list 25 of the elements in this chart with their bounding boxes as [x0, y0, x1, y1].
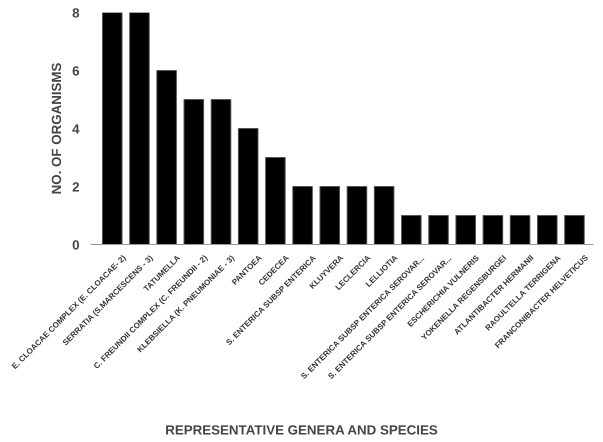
- bar: [210, 99, 232, 244]
- y-tick-label: 2: [72, 180, 80, 194]
- bar: [401, 215, 422, 244]
- bar: [102, 12, 123, 244]
- bar: [346, 186, 368, 244]
- bar: [292, 186, 313, 244]
- bar: [319, 186, 340, 244]
- bar: [536, 215, 558, 244]
- bar: [265, 157, 286, 244]
- bar: [428, 215, 449, 244]
- x-axis-title: REPRESENTATIVE GENERA AND SPECIES: [165, 422, 438, 438]
- y-tick-label: 0: [72, 238, 80, 252]
- bar: [510, 215, 530, 244]
- bar: [184, 99, 204, 244]
- bar: [156, 70, 177, 244]
- bar: [482, 215, 504, 244]
- bar: [238, 128, 258, 244]
- y-axis-title: NO. OF ORGANISMS: [49, 62, 64, 194]
- bar: [129, 12, 150, 244]
- y-tick-label: 8: [72, 6, 80, 20]
- y-tick-label: 4: [72, 122, 80, 136]
- bar: [564, 215, 585, 244]
- bar: [374, 186, 394, 244]
- y-tick-label: 6: [72, 64, 80, 78]
- bar: [455, 215, 476, 244]
